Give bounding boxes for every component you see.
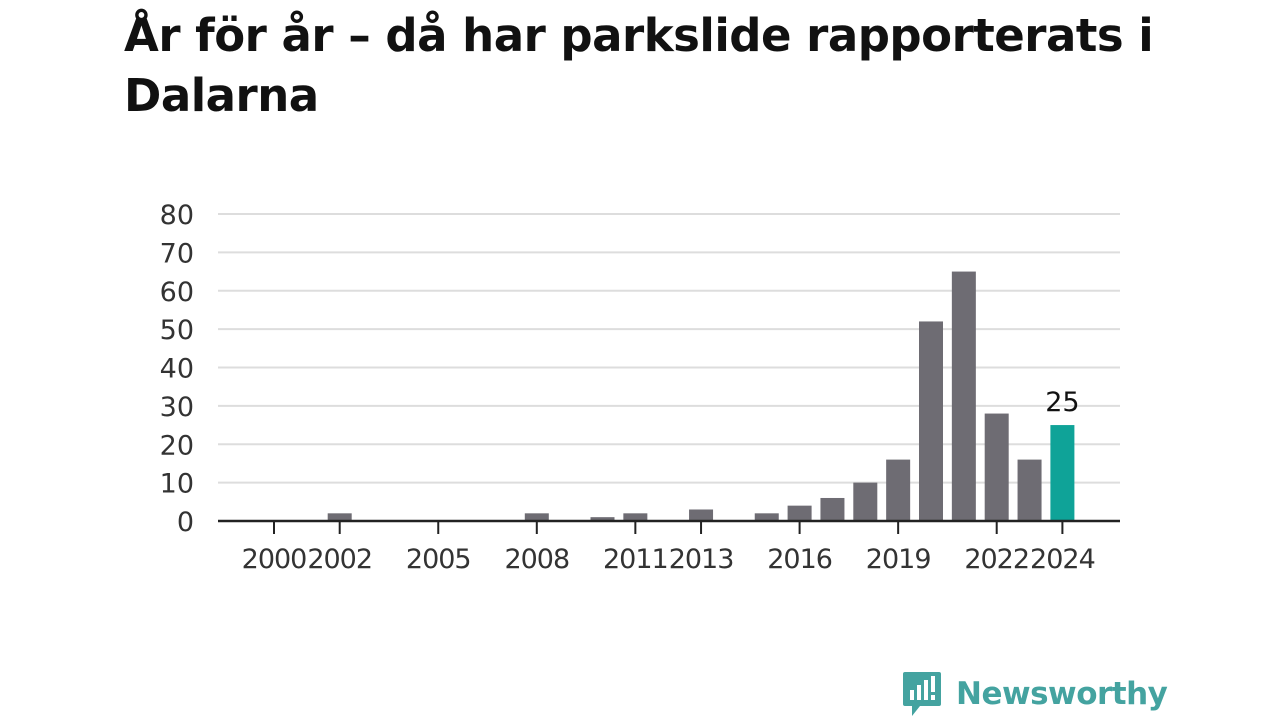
brand-name: Newsworthy — [956, 676, 1168, 712]
bar — [820, 497, 845, 521]
x-axis — [218, 519, 1120, 534]
y-tick-label: 40 — [160, 354, 194, 385]
bar — [689, 509, 714, 521]
y-tick-label: 80 — [160, 200, 194, 231]
y-tick-label: 30 — [160, 392, 194, 423]
x-tick-label: 2002 — [307, 544, 372, 575]
annotations: 25 — [1045, 387, 1079, 418]
x-tick-label: 2024 — [1030, 544, 1095, 575]
x-tick-label: 2013 — [669, 544, 734, 575]
brand[interactable]: Newsworthy — [902, 668, 1168, 720]
bar — [886, 459, 911, 521]
x-tick-label: 2016 — [767, 544, 832, 575]
bar — [1050, 425, 1075, 521]
x-tick-label: 2000 — [242, 544, 307, 575]
bar — [590, 517, 615, 521]
x-tick-label: 2011 — [603, 544, 668, 575]
bars — [327, 271, 1075, 521]
bar — [623, 513, 648, 521]
y-axis-labels: 0 10 20 30 40 50 60 70 80 — [160, 200, 194, 538]
y-tick-label: 20 — [160, 430, 194, 461]
y-tick-label: 50 — [160, 315, 194, 346]
bar — [853, 482, 878, 521]
y-tick-label: 10 — [160, 469, 194, 500]
bar — [524, 513, 549, 521]
bar — [754, 513, 779, 521]
bar — [951, 271, 976, 521]
y-tick-label: 0 — [177, 507, 194, 538]
x-tick-label: 2008 — [504, 544, 569, 575]
bar — [919, 321, 943, 521]
bar — [327, 513, 352, 521]
x-tick-label: 2022 — [964, 544, 1029, 575]
chart-title: År för år – då har parkslide rapporterat… — [124, 9, 1154, 122]
bar — [984, 413, 1009, 521]
x-axis-labels: 2000 2002 2005 2008 2011 2013 2016 2019 2022 2024 — [242, 544, 1096, 575]
y-tick-label: 70 — [160, 238, 194, 269]
y-tick-label: 60 — [160, 277, 194, 308]
x-tick-label: 2005 — [406, 544, 471, 575]
x-tick-label: 2019 — [866, 544, 931, 575]
newsworthy-logo-icon — [903, 672, 941, 716]
bar — [787, 505, 812, 521]
data-label: 25 — [1045, 387, 1079, 418]
bar — [1017, 459, 1042, 521]
